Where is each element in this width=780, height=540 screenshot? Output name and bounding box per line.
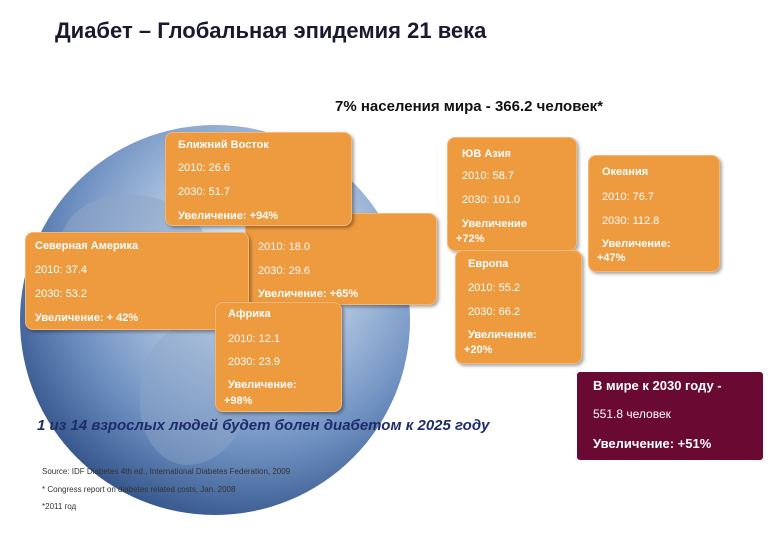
- region-box-north-america: Северная Америка 2010: 37.4 2030: 53.2 У…: [25, 232, 249, 330]
- africa-name: Африка: [228, 308, 271, 320]
- se-asia-increase-label: Увеличение: [462, 218, 527, 230]
- source-line: *2011 год: [42, 502, 77, 511]
- prevalence-note: 1 из 14 взрослых людей будет болен диабе…: [37, 417, 490, 434]
- source-line: Source: IDF Diabetes 4th ed., Internatio…: [42, 467, 291, 476]
- region-box-se-asia: ЮВ Азия 2010: 58.7 2030: 101.0 Увеличени…: [447, 137, 577, 251]
- se-asia-name: ЮВ Азия: [462, 148, 511, 160]
- south-america-2030: 2030: 29.6: [258, 265, 310, 277]
- region-box-africa: Африка 2010: 12.1 2030: 23.9 Увеличение:…: [215, 302, 342, 412]
- region-box-south-america: 2010: 18.0 2030: 29.6 Увеличение: +65%: [245, 213, 437, 305]
- north-america-increase: Увеличение: + 42%: [35, 312, 139, 324]
- se-asia-increase-value: +72%: [456, 233, 485, 245]
- oceania-name: Океания: [602, 166, 649, 178]
- north-america-2010: 2010: 37.4: [35, 264, 87, 276]
- africa-increase-label: Увеличение:: [228, 379, 297, 391]
- europe-increase-value: +20%: [464, 344, 493, 356]
- page-title: Диабет – Глобальная эпидемия 21 века: [55, 18, 487, 43]
- se-asia-2010: 2010: 58.7: [462, 170, 514, 182]
- region-box-oceania: Океания 2010: 76.7 2030: 112.8 Увеличени…: [588, 155, 720, 272]
- source-line: * Congress report on diabetes related co…: [42, 485, 236, 494]
- south-america-2010: 2010: 18.0: [258, 241, 310, 253]
- region-box-europe: Европа 2010: 55.2 2030: 66.2 Увеличение:…: [455, 250, 582, 364]
- south-america-increase: Увеличение: +65%: [258, 288, 359, 300]
- europe-name: Европа: [468, 258, 509, 270]
- world-total-box: В мире к 2030 году - 551.8 человек Увели…: [577, 372, 763, 460]
- north-america-2030: 2030: 53.2: [35, 288, 87, 300]
- world-value: 551.8 человек: [593, 407, 671, 421]
- world-population-subtitle: 7% населения мира - 366.2 человек*: [335, 98, 603, 115]
- africa-2030: 2030: 23.9: [228, 356, 280, 368]
- middle-east-name: Ближний Восток: [178, 139, 269, 151]
- region-box-middle-east: Ближний Восток 2010: 26.6 2030: 51.7 Уве…: [165, 132, 352, 226]
- se-asia-2030: 2030: 101.0: [462, 194, 521, 206]
- north-america-name: Северная Америка: [35, 240, 139, 252]
- oceania-increase-label: Увеличение:: [602, 238, 671, 250]
- middle-east-2010: 2010: 26.6: [178, 162, 230, 174]
- europe-increase-label: Увеличение:: [468, 329, 537, 341]
- oceania-2010: 2010: 76.7: [602, 191, 654, 203]
- europe-2010: 2010: 55.2: [468, 282, 520, 294]
- middle-east-2030: 2030: 51.7: [178, 186, 230, 198]
- africa-increase-value: +98%: [224, 395, 253, 407]
- world-headline: В мире к 2030 году -: [593, 378, 722, 393]
- oceania-2030: 2030: 112.8: [602, 215, 660, 227]
- europe-2030: 2030: 66.2: [468, 306, 520, 318]
- world-increase: Увеличение: +51%: [593, 436, 712, 451]
- oceania-increase-value: +47%: [597, 252, 626, 264]
- africa-2010: 2010: 12.1: [228, 333, 280, 345]
- middle-east-increase: Увеличение: +94%: [178, 210, 279, 222]
